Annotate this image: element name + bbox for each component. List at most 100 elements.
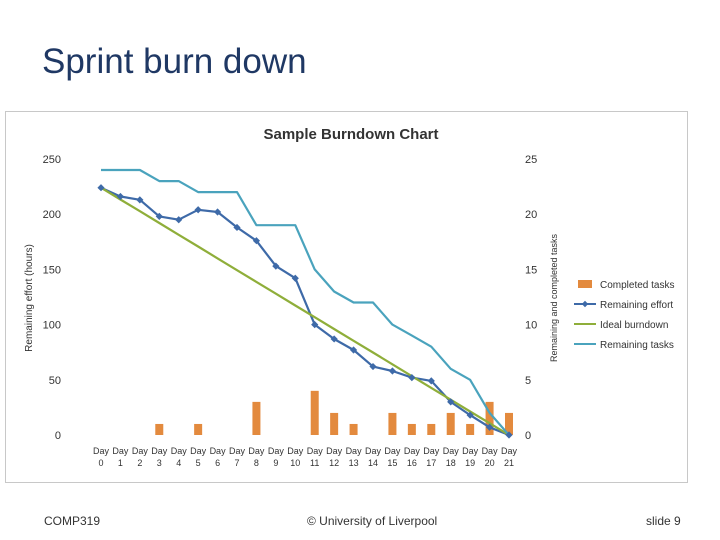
x-tick-label: 14	[368, 458, 378, 468]
legend-label: Remaining tasks	[600, 340, 674, 351]
series-lines	[100, 168, 510, 437]
burndown-chart: Sample Burndown Chart Remaining effort (…	[24, 126, 674, 468]
ideal-burndown-line	[100, 186, 510, 436]
x-tick-label: Day	[384, 446, 401, 456]
remaining-effort-marker	[447, 398, 455, 406]
completed-tasks-bar	[505, 412, 513, 435]
x-tick-label: Day	[112, 446, 129, 456]
remaining-effort-marker	[505, 431, 513, 439]
remaining-effort-marker	[97, 184, 105, 192]
legend-swatch	[578, 280, 592, 288]
completed-tasks-bar	[446, 412, 455, 435]
chart-legend: Completed tasks Remaining effort Ideal bur…	[574, 280, 674, 351]
x-tick-label: 0	[98, 458, 103, 468]
remaining-effort-marker	[466, 411, 474, 419]
remaining-effort-marker	[291, 274, 299, 282]
x-tick-label: 6	[215, 458, 220, 468]
slide-title: Sprint burn down	[42, 42, 307, 81]
x-tick-label: 9	[273, 458, 278, 468]
x-tick-label: Day	[268, 446, 285, 456]
x-tick-label: Day	[404, 446, 421, 456]
x-tick-label: Day	[190, 446, 207, 456]
x-tick-label: Day	[171, 446, 188, 456]
remaining-effort-marker	[485, 423, 494, 431]
completed-tasks-bar	[349, 423, 358, 435]
x-tick-label: 7	[234, 458, 239, 468]
remaining-effort-marker	[194, 206, 202, 214]
y2-tick-label: 25	[525, 154, 537, 166]
x-tick-label: 1	[118, 458, 123, 468]
x-tick-label: Day	[365, 446, 382, 456]
x-tick-label: 16	[407, 458, 417, 468]
remaining-effort-marker	[233, 223, 241, 232]
x-tick-label: Day	[423, 446, 440, 456]
y-tick-label: 50	[49, 375, 61, 387]
remaining-effort-marker	[369, 362, 377, 371]
completed-tasks-bar	[388, 412, 397, 435]
x-tick-label: 17	[426, 458, 436, 468]
x-tick-label: 11	[310, 458, 319, 468]
x-tick-label: 15	[387, 458, 397, 468]
y-tick-label: 250	[43, 154, 61, 166]
completed-tasks-bar	[330, 412, 339, 435]
x-tick-label: 18	[446, 458, 456, 468]
y-tick-label: 100	[43, 320, 61, 332]
chart-title: Sample Burndown Chart	[263, 126, 438, 143]
remaining-effort-line	[100, 186, 510, 437]
remaining-effort-marker	[388, 367, 397, 375]
completed-tasks-bars	[155, 390, 513, 435]
x-tick-label: Day	[229, 446, 246, 456]
remaining-effort-marker	[330, 335, 338, 343]
x-tick-label: 19	[465, 458, 475, 468]
footer-slide-number: slide 9	[646, 514, 681, 528]
remaining-effort-marker	[272, 262, 280, 270]
remaining-effort-marker	[175, 216, 183, 224]
completed-tasks-bar	[407, 423, 416, 435]
y2-tick-label: 0	[525, 430, 531, 442]
completed-tasks-bar	[194, 423, 203, 435]
x-tick-label: Day	[482, 446, 499, 456]
x-tick-label: Day	[307, 446, 324, 456]
completed-tasks-bar	[252, 401, 261, 435]
legend-label: Remaining effort	[600, 300, 673, 311]
x-tick-label: Day	[346, 446, 363, 456]
y2-axis-ticks: 0 5 10 15 20 25	[525, 154, 537, 442]
y-axis-ticks: 0 50 100 150 200 250	[43, 154, 61, 442]
x-tick-label: Day	[443, 446, 460, 456]
x-tick-label: Day	[287, 446, 304, 456]
completed-tasks-bar	[485, 401, 494, 435]
footer-copyright: © University of Liverpool	[307, 514, 438, 528]
x-tick-label: Day	[501, 446, 518, 456]
x-tick-label: 4	[176, 458, 181, 468]
y-tick-label: 0	[55, 430, 61, 442]
x-tick-label: Day	[326, 446, 343, 456]
legend-label: Completed tasks	[600, 280, 674, 291]
x-tick-label: 20	[485, 458, 495, 468]
completed-tasks-bar	[427, 423, 436, 435]
y2-tick-label: 5	[525, 375, 531, 387]
x-tick-label: 21	[504, 458, 514, 468]
legend-label: Ideal burndown	[600, 320, 668, 331]
remaining-effort-marker	[155, 212, 163, 221]
remaining-effort-markers	[97, 184, 513, 439]
x-tick-label: 8	[254, 458, 259, 468]
y2-tick-label: 10	[525, 320, 537, 332]
x-axis-ticks: Day 0 Day 1 Day 2 Day 3 Day 4 Day 5 Day 6 Day 7 Day 8 Day 9…	[93, 446, 518, 468]
x-tick-label: 2	[137, 458, 142, 468]
remaining-effort-marker	[213, 208, 222, 216]
x-tick-label: 5	[196, 458, 201, 468]
legend-marker	[581, 300, 589, 308]
remaining-effort-marker	[427, 377, 435, 385]
completed-tasks-bar	[310, 390, 319, 435]
x-tick-label: 12	[329, 458, 339, 468]
chart-frame: Sample Burndown Chart Remaining effort (…	[5, 111, 688, 483]
remaining-effort-marker	[408, 373, 416, 382]
y2-tick-label: 15	[525, 264, 537, 276]
x-tick-label: 10	[290, 458, 300, 468]
y-tick-label: 150	[43, 264, 61, 276]
completed-tasks-bar	[155, 423, 164, 435]
x-tick-label: Day	[210, 446, 227, 456]
x-tick-label: Day	[132, 446, 149, 456]
x-tick-label: 13	[349, 458, 359, 468]
remaining-effort-marker	[349, 346, 358, 354]
